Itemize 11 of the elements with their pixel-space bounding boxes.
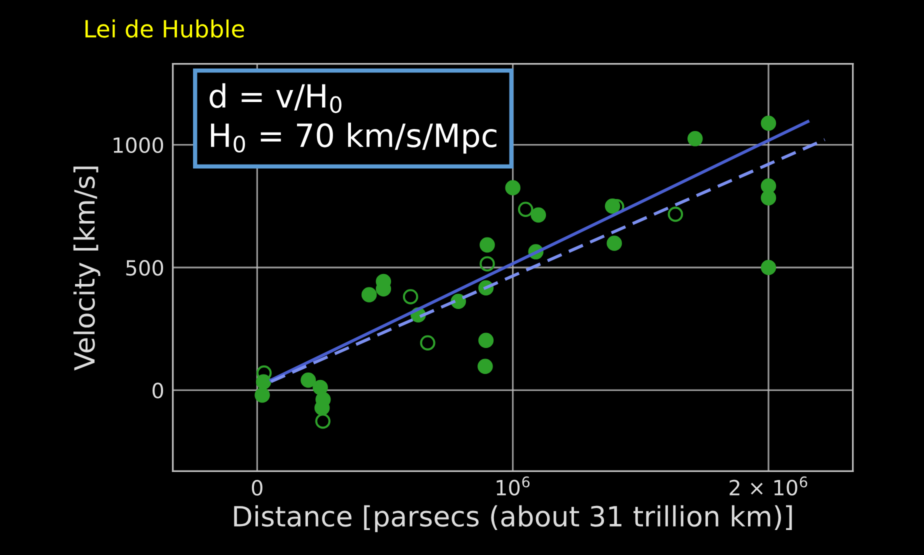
y-tick-label: 0: [152, 382, 164, 398]
y-axis-title: Velocity [km/s]: [73, 166, 100, 371]
x-tick-label: 10$^{6}$: [496, 476, 530, 496]
x-tick-label: 0: [252, 480, 262, 496]
x-tick-label: 2 × 10$^{6}$: [730, 476, 808, 496]
annotation: d = v/H$_{0}$: [210, 83, 342, 114]
y-tick-label: 500: [126, 260, 164, 276]
x-axis-title: Distance [parsecs (about 31 trillion km)]: [234, 505, 792, 532]
annotation: H$_{0}$ = 70 km/s/Mpc: [211, 122, 496, 154]
chart-title: Lei de Hubble: [85, 19, 244, 38]
y-tick-label: 1000: [114, 137, 164, 154]
